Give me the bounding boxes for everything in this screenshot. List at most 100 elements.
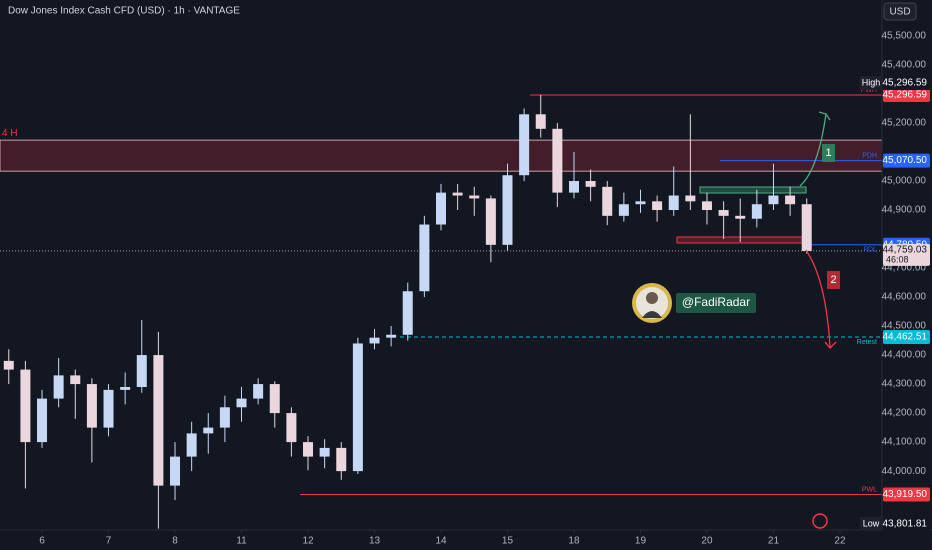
candle-body (652, 201, 663, 211)
x-tick-label: 19 (635, 536, 647, 547)
author-box (676, 293, 756, 313)
arrow-head (818, 111, 831, 121)
y-tick-label: 45,400.00 (882, 60, 927, 71)
last-price: 44,759.03 (883, 245, 928, 256)
candle-body (53, 375, 64, 399)
y-tick-label: 44,400.00 (882, 350, 927, 361)
candle-body (203, 427, 214, 434)
candle-body (70, 375, 81, 385)
level-price: 45,070.50 (883, 155, 928, 166)
candle-body (618, 204, 629, 216)
candle-body (186, 433, 197, 457)
extreme-price-box (883, 517, 930, 531)
candle-body (602, 186, 613, 216)
y-tick-label: 44,200.00 (882, 408, 927, 419)
candle-body (269, 384, 280, 414)
candle-body (685, 195, 696, 202)
candle-body (635, 201, 646, 205)
x-tick-label: 13 (369, 536, 381, 547)
candle-body (336, 447, 347, 472)
candle-body (502, 175, 513, 245)
level-name: PDH (862, 152, 877, 159)
y-tick-label: 44,500.00 (882, 321, 927, 332)
candle-body (86, 384, 97, 428)
x-tick-label: 12 (302, 536, 314, 547)
extreme-name-box (860, 517, 882, 531)
y-tick-label: 44,100.00 (882, 437, 927, 448)
extreme-name-box (860, 75, 882, 90)
extreme-price-box (883, 75, 930, 90)
x-tick-label: 7 (106, 536, 112, 547)
candle-body (701, 201, 712, 211)
avatar (646, 292, 658, 304)
candle-body (3, 360, 14, 370)
y-tick-label: 45,500.00 (882, 31, 927, 42)
level-price: 43,919.50 (883, 489, 928, 500)
setup-box (676, 236, 807, 244)
author: @FadiRadar (682, 295, 750, 309)
arrow-head (824, 341, 837, 349)
y-tick-label: 44,700.00 (882, 263, 927, 274)
extreme-price: 45,296.59 (883, 78, 928, 89)
last-price-box (883, 243, 930, 266)
candle-body (170, 456, 181, 486)
event-icon[interactable] (812, 513, 828, 529)
annotation: 2 (830, 274, 836, 286)
candle-body (153, 355, 164, 486)
candle-body (785, 195, 796, 205)
zone-label: 4 H (2, 128, 18, 139)
candle-body (436, 192, 446, 225)
level-price-box (883, 153, 930, 168)
x-tick-label: 22 (834, 536, 846, 547)
level-price-box (883, 487, 930, 502)
candle-body (303, 442, 314, 457)
plot-area: 4 H (0, 94, 883, 529)
candle-body (585, 181, 596, 187)
candle-body (236, 398, 247, 408)
candle-body (735, 215, 746, 219)
x-tick-label: 8 (172, 536, 178, 547)
candle-body (535, 114, 546, 129)
currency-box[interactable] (883, 2, 917, 21)
annotation: 1 (825, 147, 831, 159)
candle-body (136, 355, 147, 387)
level-price-box (883, 329, 930, 344)
up-arrow (799, 113, 827, 187)
y-tick-label: 44,000.00 (882, 466, 927, 477)
candle-body (219, 407, 230, 428)
candle-body (286, 413, 297, 443)
level-name: PWL (862, 486, 877, 493)
x-tick-label: 15 (502, 536, 514, 547)
avatar (642, 311, 662, 318)
candle-body (103, 389, 114, 428)
zone (0, 139, 883, 172)
level-name: PDL (863, 247, 877, 254)
candle-body (369, 337, 380, 344)
annotation-box (827, 271, 840, 289)
currency[interactable]: USD (889, 7, 910, 18)
level-price: 44,462.51 (883, 332, 928, 343)
x-tick-label: 21 (768, 536, 780, 547)
candle-body (452, 192, 463, 196)
candle-body (801, 204, 812, 251)
candle-body (519, 114, 530, 176)
setup-box (699, 186, 807, 194)
candle-body (386, 334, 397, 338)
candle-body (485, 198, 496, 245)
level-price: 45,296.59 (883, 90, 928, 101)
chart-title: Dow Jones Index Cash CFD (USD) · 1h · VA… (8, 6, 240, 17)
candle-body (253, 384, 264, 399)
level-name: PWH (861, 87, 877, 94)
y-tick-label: 45,000.00 (882, 176, 927, 187)
candle-body (568, 181, 579, 193)
extreme-name: High (862, 77, 881, 87)
candle-body (668, 195, 679, 211)
x-tick-label: 18 (568, 536, 580, 547)
down-arrow (805, 249, 831, 348)
extreme-price: 43,801.81 (883, 519, 928, 530)
y-tick-label: 44,900.00 (882, 205, 927, 216)
annotation-box (822, 144, 835, 162)
candle-body (319, 447, 330, 457)
candle-body (352, 343, 363, 472)
candle-body (120, 386, 131, 390)
